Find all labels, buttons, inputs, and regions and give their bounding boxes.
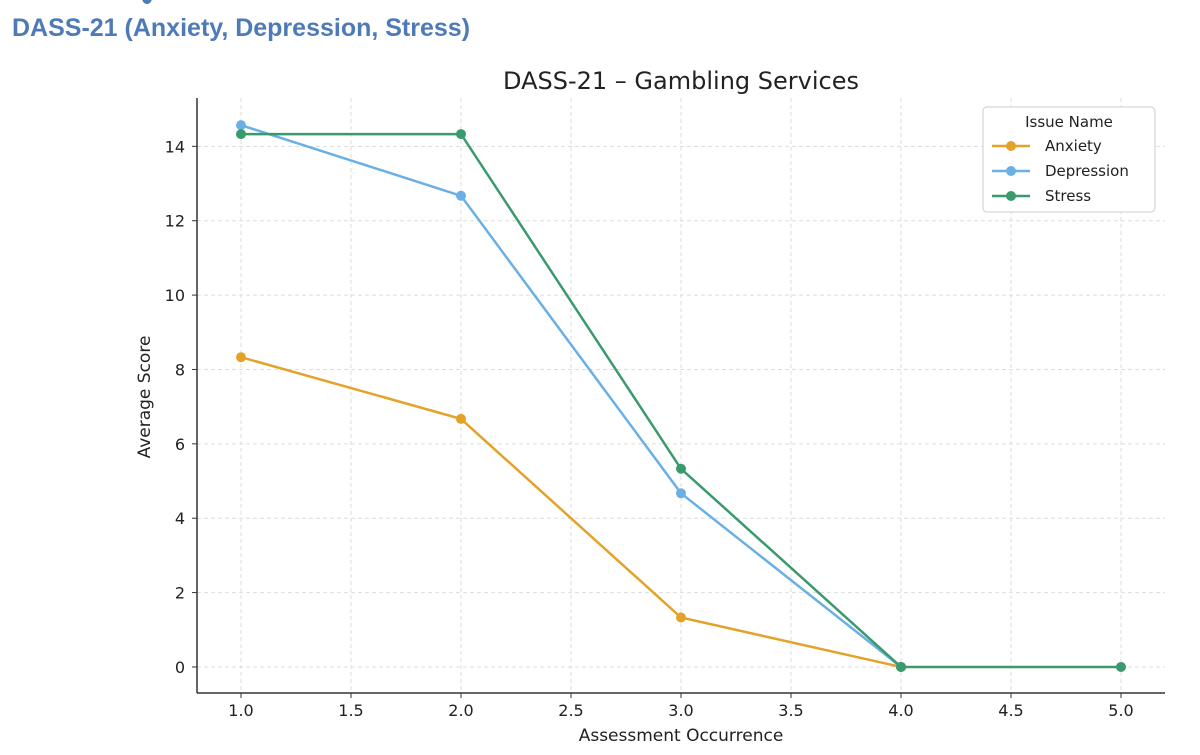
y-tick-label: 14 — [165, 137, 185, 156]
y-tick-label: 2 — [175, 584, 185, 603]
x-tick-label: 4.5 — [998, 701, 1023, 720]
x-tick-label: 3.5 — [778, 701, 803, 720]
data-point-stress — [896, 661, 906, 672]
x-tick-label: 5.0 — [1108, 701, 1133, 720]
data-point-stress — [1116, 661, 1126, 672]
data-point-anxiety — [676, 612, 686, 623]
section-heading: DASS-21 (Anxiety, Depression, Stress) — [12, 14, 471, 42]
data-point-stress — [676, 463, 686, 474]
x-tick-label: 2.5 — [558, 701, 583, 720]
legend-marker-stress — [1006, 191, 1016, 201]
data-point-depression — [236, 120, 246, 131]
y-axis-label: Average Score — [135, 336, 155, 459]
data-point-anxiety — [236, 352, 246, 363]
series-line-anxiety — [240, 355, 902, 669]
legend-marker-anxiety — [1006, 141, 1016, 151]
x-tick-label: 3.0 — [668, 701, 693, 720]
legend-label-depression: Depression — [1045, 162, 1129, 180]
data-point-depression — [456, 190, 466, 201]
chart-title: DASS-21 – Gambling Services — [503, 67, 859, 95]
x-tick-label: 2.0 — [448, 701, 473, 720]
y-tick-label: 10 — [165, 286, 185, 305]
x-tick-label: 4.0 — [888, 701, 913, 720]
y-tick-label: 12 — [165, 212, 185, 231]
data-point-depression — [676, 488, 686, 499]
y-tick-label: 8 — [175, 360, 185, 379]
y-tick-label: 0 — [175, 658, 185, 677]
x-tick-label: 1.5 — [338, 701, 363, 720]
x-axis-label: Assessment Occurrence — [579, 726, 784, 746]
x-tick-label: 1.0 — [228, 701, 253, 720]
data-point-stress — [236, 129, 246, 140]
series-line-depression — [240, 123, 902, 668]
y-tick-label: 4 — [175, 509, 185, 528]
legend: Issue Name Anxiety Depression Stress — [982, 106, 1156, 213]
cut-off-heading-fragment — [142, 0, 152, 4]
data-point-stress — [456, 129, 466, 140]
legend-label-stress: Stress — [1045, 187, 1091, 205]
y-tick-label: 6 — [175, 435, 185, 454]
data-point-anxiety — [456, 413, 466, 424]
legend-title: Issue Name — [1025, 113, 1113, 131]
legend-marker-depression — [1006, 166, 1016, 176]
legend-label-anxiety: Anxiety — [1045, 137, 1102, 155]
